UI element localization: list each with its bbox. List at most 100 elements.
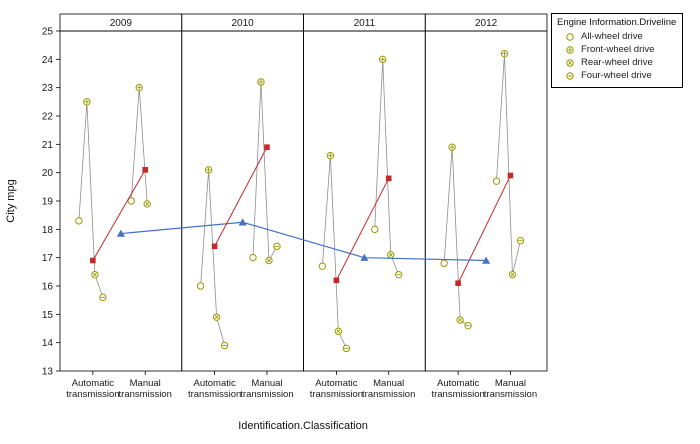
plot-area: 131415161718192021222324252009Automatict… [42, 13, 548, 400]
legend-item-label: Four-wheel drive [581, 70, 652, 81]
circle-minus-marker [464, 321, 472, 330]
connector-line [78, 101, 104, 298]
circle-plus-marker [448, 143, 456, 151]
circle-icon [566, 32, 574, 41]
circle-x-marker [212, 313, 221, 321]
group-mean-marker [142, 167, 149, 173]
group-mean-marker [211, 243, 218, 250]
circle-x-marker [91, 270, 99, 279]
x-category-label: transmission [484, 389, 537, 400]
circle-plus-marker [379, 55, 387, 64]
x-axis-label: Identification.Classification [238, 420, 368, 432]
connector-line [130, 87, 148, 204]
circle-minus-marker [273, 242, 281, 251]
x-category-label: Manual [251, 378, 282, 389]
panel-border [424, 30, 548, 372]
circle-marker [249, 253, 257, 262]
circle-x-marker [265, 256, 273, 265]
y-tick-label: 18 [42, 225, 54, 236]
circle-marker [440, 259, 448, 268]
y-axis-label: City mpg [5, 179, 17, 222]
panel-mean-marker [360, 253, 369, 261]
circle-plus-marker [135, 83, 143, 92]
trend-line [120, 221, 487, 262]
y-tick-label: 17 [42, 253, 54, 264]
mean-line [214, 146, 268, 247]
panel-year-label: 2010 [232, 18, 255, 29]
y-tick-label: 20 [42, 168, 54, 179]
panel-mean-marker [116, 229, 125, 237]
connector-line [374, 59, 400, 275]
group-mean-marker [264, 144, 270, 150]
x-category-label: Manual [495, 378, 526, 389]
x-category-label: transmission [362, 389, 415, 400]
legend-item-list: All-wheel drive Front-wheel drive Rear-whe… [557, 30, 676, 82]
group-mean-marker [455, 280, 461, 286]
x-category-label: transmission [310, 389, 363, 400]
y-tick-label: 13 [42, 367, 54, 378]
mean-line [92, 169, 146, 261]
mean-line [457, 175, 511, 284]
circle-marker [127, 197, 135, 205]
circle-minus-marker [516, 236, 525, 245]
circle-minus-marker [566, 71, 574, 80]
circle-minus-marker [99, 293, 107, 302]
panel-year-label: 2011 [354, 18, 376, 29]
circle-plus-marker [83, 98, 91, 106]
panel-year-label: 2009 [110, 18, 133, 29]
circle-plus-icon [566, 45, 574, 54]
y-tick-label: 22 [42, 112, 54, 123]
connector-line [496, 53, 521, 275]
circle-marker [318, 262, 327, 270]
legend-item-label: All-wheel drive [581, 31, 643, 42]
circle-marker [75, 217, 83, 225]
y-tick-label: 25 [42, 27, 54, 38]
circle-x-marker [334, 327, 343, 336]
circle-x-marker [508, 270, 517, 279]
legend-item: All-wheel drive [563, 30, 676, 43]
x-category-label: Manual [130, 378, 161, 389]
group-mean-marker [507, 172, 514, 179]
circle-marker [371, 225, 379, 234]
panel-border [59, 30, 183, 372]
x-category-label: transmission [240, 389, 293, 400]
circle-marker [492, 177, 501, 185]
connector-line [252, 81, 278, 262]
circle-minus-marker [220, 341, 229, 350]
circle-marker [196, 282, 205, 290]
legend: Engine Information.Driveline All-wheel d… [551, 13, 684, 88]
circle-x-marker [387, 251, 395, 259]
connector-line [443, 147, 469, 326]
circle-plus-marker [326, 151, 335, 160]
circle-plus-marker [566, 45, 574, 54]
circle-minus-icon [566, 71, 574, 80]
y-tick-label: 15 [42, 310, 54, 321]
group-mean-marker [333, 277, 340, 284]
legend-title: Engine Information.Driveline [557, 17, 677, 28]
circle-x-marker [566, 58, 574, 67]
circle-x-icon [566, 58, 574, 67]
legend-item-label: Rear-wheel drive [581, 57, 653, 68]
x-category-label: transmission [431, 389, 484, 400]
circle-x-marker [143, 200, 151, 208]
x-category-label: Automatic [193, 378, 235, 389]
legend-item: Front-wheel drive [563, 43, 676, 56]
group-mean-marker [385, 175, 392, 182]
y-tick-label: 23 [42, 83, 54, 94]
circle-x-marker [456, 316, 464, 324]
panel-border [181, 30, 304, 372]
legend-item: Rear-wheel drive [563, 56, 676, 69]
panel-mean-marker [482, 256, 491, 264]
x-category-label: transmission [188, 389, 241, 400]
y-tick-label: 24 [42, 55, 54, 66]
circle-marker [566, 32, 574, 41]
panel-border [303, 30, 426, 372]
circle-minus-marker [395, 270, 403, 279]
x-category-label: Automatic [437, 378, 479, 389]
panel-year-label: 2012 [475, 18, 498, 29]
y-tick-label: 16 [42, 282, 54, 293]
circle-plus-marker [204, 166, 213, 174]
circle-plus-marker [257, 78, 265, 86]
